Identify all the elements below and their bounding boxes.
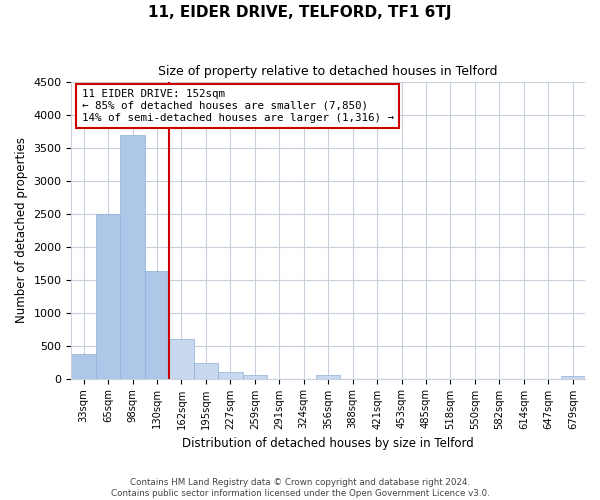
- Bar: [121, 134, 145, 378]
- Y-axis label: Number of detached properties: Number of detached properties: [15, 138, 28, 324]
- Bar: [560, 376, 585, 378]
- X-axis label: Distribution of detached houses by size in Telford: Distribution of detached houses by size …: [182, 437, 474, 450]
- Bar: [169, 339, 194, 378]
- Text: 11 EIDER DRIVE: 152sqm
← 85% of detached houses are smaller (7,850)
14% of semi-: 11 EIDER DRIVE: 152sqm ← 85% of detached…: [82, 90, 394, 122]
- Bar: [242, 375, 267, 378]
- Bar: [96, 214, 121, 378]
- Bar: [218, 372, 242, 378]
- Bar: [145, 271, 169, 378]
- Title: Size of property relative to detached houses in Telford: Size of property relative to detached ho…: [158, 65, 498, 78]
- Text: Contains HM Land Registry data © Crown copyright and database right 2024.
Contai: Contains HM Land Registry data © Crown c…: [110, 478, 490, 498]
- Bar: [71, 354, 96, 378]
- Text: 11, EIDER DRIVE, TELFORD, TF1 6TJ: 11, EIDER DRIVE, TELFORD, TF1 6TJ: [148, 5, 452, 20]
- Bar: [194, 362, 218, 378]
- Bar: [316, 375, 340, 378]
